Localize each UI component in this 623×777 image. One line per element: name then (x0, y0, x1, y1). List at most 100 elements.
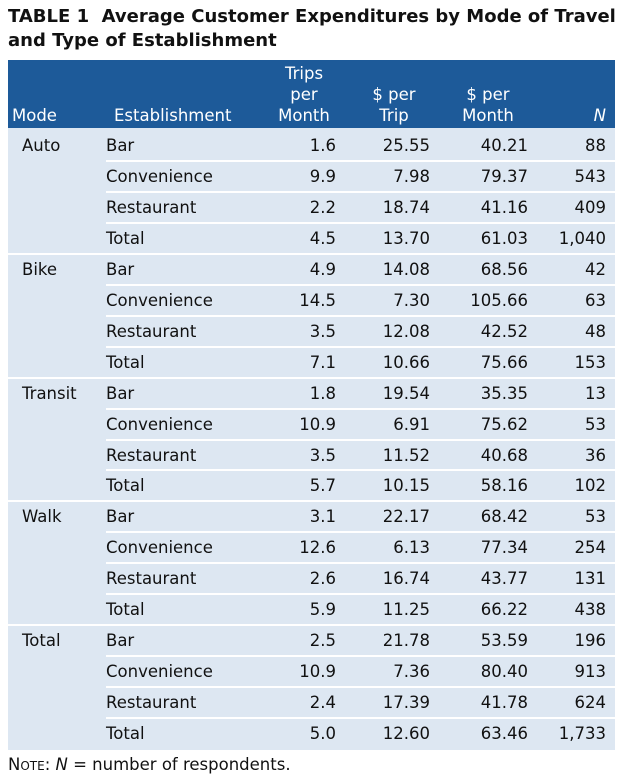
cell: Total (106, 476, 145, 496)
cell: 131 (574, 569, 607, 589)
row-separator (106, 159, 615, 162)
cell: 41.16 (480, 197, 528, 217)
cell: 36 (585, 445, 606, 465)
cell: 58.16 (480, 476, 528, 496)
row-separator (8, 376, 615, 379)
cell: 2.2 (309, 197, 336, 217)
cell: 543 (574, 166, 607, 186)
cell: 105.66 (470, 290, 528, 310)
cell: 41.78 (480, 693, 528, 713)
row-separator (8, 500, 615, 503)
cell: 5.0 (309, 724, 336, 744)
cell: 79.37 (480, 166, 528, 186)
cell: Restaurant (106, 693, 197, 713)
cell: 10.66 (382, 352, 430, 372)
row-separator (106, 314, 615, 317)
row-separator (106, 593, 615, 596)
cell: 1,040 (558, 228, 606, 248)
column-header: Establishment (114, 106, 232, 125)
cell: 13 (585, 383, 606, 403)
row-separator (106, 469, 615, 472)
cell: 12.6 (299, 538, 336, 558)
cell: 12.60 (382, 724, 430, 744)
cell: 1,733 (558, 724, 606, 744)
cell: 6.91 (393, 414, 430, 434)
table-header: Mode Establishment Trips per Month $ per Tr… (8, 60, 615, 128)
mode-cell: Transit (22, 383, 77, 403)
column-header: N (593, 106, 606, 125)
cell: 4.9 (309, 259, 336, 279)
cell: Convenience (106, 414, 213, 434)
row-separator (106, 686, 615, 689)
cell: 75.66 (480, 352, 528, 372)
cell: 48 (585, 321, 606, 341)
cell: 12.08 (382, 321, 430, 341)
mode-cell: Total (22, 631, 61, 651)
cell: 11.25 (382, 600, 430, 620)
cell: Bar (106, 383, 135, 403)
row-separator (106, 531, 615, 534)
cell: 63 (585, 290, 606, 310)
mode-cell: Bike (22, 259, 58, 279)
cell: 6.13 (393, 538, 430, 558)
cell: Bar (106, 259, 135, 279)
cell: 7.36 (393, 662, 430, 682)
cell: 5.9 (309, 600, 336, 620)
cell: 10.9 (299, 414, 336, 434)
mode-cell: Walk (22, 507, 62, 527)
row-separator (106, 438, 615, 441)
cell: Total (106, 352, 145, 372)
cell: 254 (574, 538, 607, 558)
cell: 21.78 (382, 631, 430, 651)
cell: Bar (106, 507, 135, 527)
cell: 10.15 (382, 476, 430, 496)
cell: 11.52 (382, 445, 430, 465)
cell: 196 (574, 631, 607, 651)
cell: 53 (585, 507, 606, 527)
cell: 4.5 (309, 228, 336, 248)
cell: 913 (574, 662, 607, 682)
cell: 2.4 (309, 693, 336, 713)
cell: Bar (106, 631, 135, 651)
cell: 409 (574, 197, 607, 217)
row-separator (106, 190, 615, 193)
cell: 19.54 (382, 383, 430, 403)
cell: 40.21 (480, 136, 528, 155)
cell: Restaurant (106, 445, 197, 465)
cell: 53 (585, 414, 606, 434)
cell: 17.39 (382, 693, 430, 713)
cell: 61.03 (480, 228, 528, 248)
cell: 80.40 (480, 662, 528, 682)
cell: 9.9 (309, 166, 336, 186)
cell: 77.34 (480, 538, 528, 558)
cell: Total (106, 600, 145, 620)
cell: 25.55 (382, 136, 430, 155)
row-separator (8, 252, 615, 255)
cell: 43.77 (480, 569, 528, 589)
cell: Convenience (106, 538, 213, 558)
cell: 14.5 (299, 290, 336, 310)
cell: 7.1 (309, 352, 336, 372)
cell: 2.6 (309, 569, 336, 589)
cell: 22.17 (382, 507, 430, 527)
cell: 18.74 (382, 197, 430, 217)
cell: 75.62 (480, 414, 528, 434)
column-header: Trips per Month (278, 64, 330, 125)
cell: 3.1 (309, 507, 336, 527)
cell: 438 (574, 600, 607, 620)
cell: Restaurant (106, 569, 197, 589)
table: Mode Establishment Trips per Month $ per Tr… (8, 60, 615, 750)
row-separator (106, 221, 615, 224)
cell: Total (106, 724, 145, 744)
cell: Restaurant (106, 197, 197, 217)
table-title: TABLE 1 Average Customer Expenditures by… (8, 6, 623, 51)
cell: 68.42 (480, 507, 528, 527)
cell: Bar (106, 136, 135, 155)
row-separator (106, 562, 615, 565)
cell: 63.46 (480, 724, 528, 744)
cell: 66.22 (480, 600, 528, 620)
cell: 3.5 (309, 445, 336, 465)
cell: 35.35 (480, 383, 528, 403)
cell: 7.98 (393, 166, 430, 186)
note-label: Note: (8, 755, 51, 774)
